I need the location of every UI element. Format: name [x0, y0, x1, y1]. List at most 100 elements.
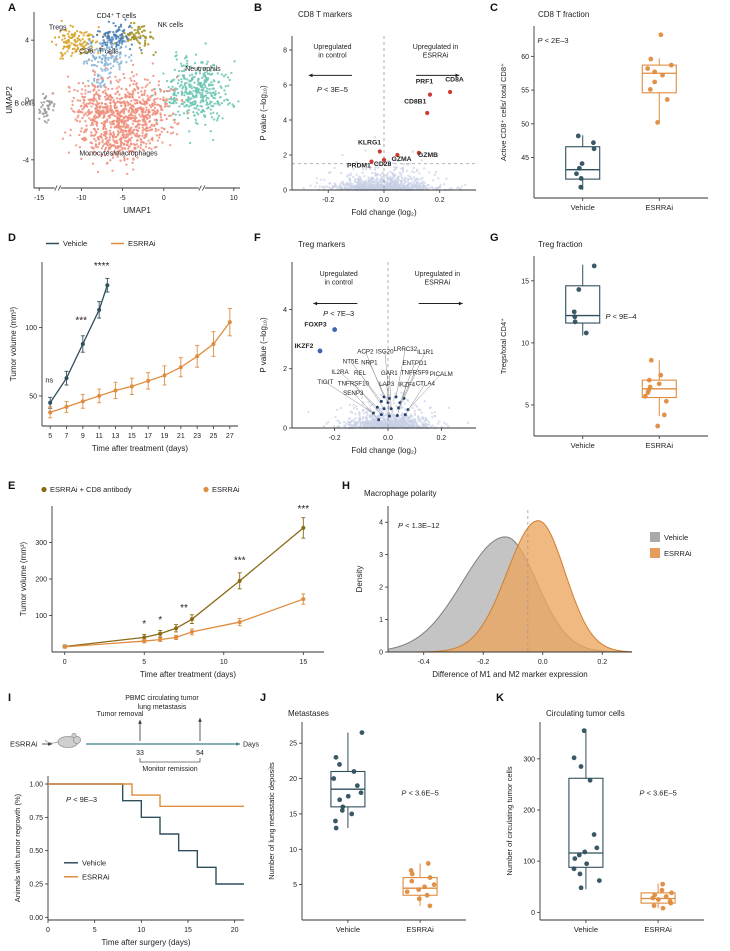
- svg-text:CD8⁺ T cells: CD8⁺ T cells: [79, 48, 119, 55]
- panel-letter-a: A: [8, 2, 16, 14]
- svg-text:CD8 T markers: CD8 T markers: [298, 10, 352, 19]
- svg-text:NRP1: NRP1: [361, 360, 378, 367]
- svg-text:25: 25: [289, 741, 297, 748]
- svg-text:ENTPD1: ENTPD1: [402, 360, 427, 367]
- panel-letter-c: C: [490, 2, 498, 14]
- svg-text:TNFRSF10: TNFRSF10: [338, 380, 370, 387]
- svg-text:Upregulated in: Upregulated in: [415, 271, 461, 278]
- svg-text:0.2: 0.2: [597, 659, 607, 666]
- svg-text:55: 55: [521, 88, 529, 95]
- svg-text:3: 3: [379, 552, 383, 559]
- svg-text:15: 15: [289, 811, 297, 818]
- svg-text:ESRRAi: ESRRAi: [423, 53, 449, 60]
- svg-text:PRDM1: PRDM1: [347, 162, 371, 169]
- svg-text:ESRRAi: ESRRAi: [644, 925, 672, 934]
- panel-letter-b: B: [254, 2, 262, 14]
- svg-text:0: 0: [63, 659, 67, 666]
- svg-text:in control: in control: [318, 53, 347, 60]
- boxplot-cd8-fraction: 45 50 55 60 Vehicle ESRRAi Active CD8⁺ cells/ …: [499, 10, 708, 212]
- svg-text:ESRRAi: ESRRAi: [212, 485, 240, 494]
- svg-text:200: 200: [35, 577, 47, 584]
- svg-text:ESRRAi: ESRRAi: [128, 239, 156, 248]
- pvalue-text: P < 3.6E–5: [639, 788, 676, 797]
- svg-text:0: 0: [283, 188, 287, 195]
- svg-text:4: 4: [283, 118, 287, 125]
- pvalue-text: P < 9E–4: [605, 312, 636, 321]
- svg-text:Time after surgery (days): Time after surgery (days): [101, 938, 190, 947]
- svg-text:ESRRAi: ESRRAi: [406, 925, 434, 934]
- svg-text:4: 4: [283, 307, 287, 314]
- svg-text:IKZF4: IKZF4: [398, 382, 415, 389]
- svg-text:100: 100: [25, 325, 37, 332]
- svg-text:CD8A: CD8A: [445, 77, 464, 84]
- panel-letter-k: K: [496, 692, 504, 704]
- svg-text:50: 50: [29, 393, 37, 400]
- svg-text:60: 60: [521, 54, 529, 61]
- svg-text:***: ***: [234, 555, 246, 566]
- svg-text:200: 200: [523, 808, 535, 815]
- boxplot-circulating-tumor-cells: 0 100 200 300 Vehicle ESRRAi Number of circula…: [505, 709, 704, 934]
- svg-text:Active CD8⁺ cells/ total CD8⁺: Active CD8⁺ cells/ total CD8⁺: [499, 63, 508, 161]
- svg-text:8: 8: [283, 48, 287, 55]
- svg-text:Macrophage polarity: Macrophage polarity: [364, 489, 436, 498]
- svg-text:Animals with tumor regrowth (%: Animals with tumor regrowth (%): [13, 793, 22, 902]
- svg-text:CD8 T fraction: CD8 T fraction: [538, 10, 589, 19]
- svg-text:0: 0: [283, 426, 287, 433]
- svg-text:1: 1: [379, 617, 383, 624]
- svg-text:B cells: B cells: [14, 100, 35, 107]
- svg-text:23: 23: [193, 433, 201, 440]
- svg-text:10: 10: [220, 659, 228, 666]
- svg-text:NK cells: NK cells: [158, 22, 184, 29]
- svg-text:P value (–log₁₀): P value (–log₁₀): [259, 85, 268, 141]
- svg-text:50: 50: [521, 121, 529, 128]
- panel-k-circulating-tumor-cells: K 0 100 200 300 Vehicle ESRRAi Number of circu…: [494, 692, 726, 950]
- svg-text:FOXP3: FOXP3: [304, 322, 327, 329]
- svg-text:Upregulated in: Upregulated in: [413, 44, 459, 51]
- svg-text:0.2: 0.2: [436, 435, 446, 442]
- svg-text:5: 5: [293, 882, 297, 889]
- svg-text:0.0: 0.0: [379, 197, 389, 204]
- pvalue-text: P < 1.3E–12: [398, 521, 440, 530]
- svg-text:7: 7: [65, 433, 69, 440]
- svg-text:CD4⁺ T cells: CD4⁺ T cells: [97, 13, 137, 20]
- svg-text:GZMB: GZMB: [418, 152, 438, 159]
- svg-text:2: 2: [283, 366, 287, 373]
- svg-text:REL: REL: [354, 370, 367, 377]
- svg-text:45: 45: [521, 155, 529, 162]
- svg-text:10: 10: [521, 340, 529, 347]
- svg-text:Monocytes/macrophages: Monocytes/macrophages: [79, 150, 158, 157]
- svg-text:Difference of M1 and M2 marker: Difference of M1 and M2 marker expressio…: [432, 670, 587, 679]
- boxplot-lung-metastases: 5 10 15 20 25 Vehicle ESRRAi Number of lung met…: [267, 709, 466, 934]
- svg-text:0.0: 0.0: [383, 435, 393, 442]
- svg-text:**: **: [180, 603, 188, 614]
- svg-text:***: ***: [297, 504, 309, 515]
- panel-letter-d: D: [8, 232, 16, 244]
- panel-c-cd8-fraction: C 45 50 55 60 Vehicle ESRRAi Active CD8⁺ cells…: [488, 2, 726, 228]
- svg-text:Neutrophils: Neutrophils: [185, 66, 221, 73]
- svg-text:Upregulated: Upregulated: [320, 271, 358, 278]
- svg-text:-10: -10: [76, 195, 86, 202]
- svg-text:SENP3: SENP3: [343, 390, 364, 397]
- volcano-plot-treg-markers: FOXP3 IKZF2 ACP2 ISG20 LRRC32 IL1R1 NT5E NRP1 EN…: [259, 240, 476, 455]
- svg-text:Vehicle: Vehicle: [571, 441, 595, 450]
- svg-text:Number of circulating tumor ce: Number of circulating tumor cells: [505, 766, 514, 875]
- pvalue-text: P < 2E–3: [537, 36, 568, 45]
- svg-text:25: 25: [210, 433, 218, 440]
- svg-text:P value (–log₁₀): P value (–log₁₀): [259, 317, 268, 373]
- svg-text:ns: ns: [45, 375, 53, 384]
- svg-text:2: 2: [283, 153, 287, 160]
- svg-text:Number of lung metastatic depo: Number of lung metastatic deposits: [267, 762, 276, 880]
- density-plot-macrophage-polarity: -0.4 -0.2 0.0 0.2 0 1 2 3 4 Difference of M1 and …: [355, 489, 692, 679]
- svg-text:19: 19: [161, 433, 169, 440]
- svg-text:0: 0: [25, 98, 29, 105]
- svg-text:27: 27: [226, 433, 234, 440]
- svg-text:Monitor remission: Monitor remission: [142, 766, 197, 773]
- svg-text:PBMC circulating tumor: PBMC circulating tumor: [125, 695, 199, 702]
- svg-text:0: 0: [46, 927, 50, 934]
- svg-text:Tumor volume (mm³): Tumor volume (mm³): [9, 306, 18, 381]
- svg-text:5: 5: [142, 659, 146, 666]
- svg-text:Fold change (log₂): Fold change (log₂): [351, 208, 417, 217]
- svg-text:15: 15: [521, 278, 529, 285]
